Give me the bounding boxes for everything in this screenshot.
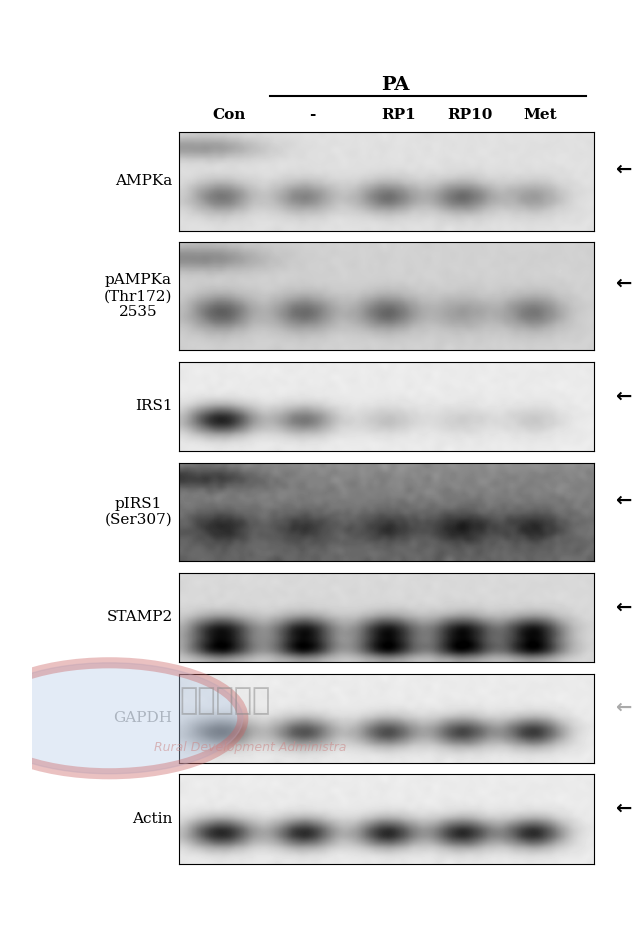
Text: IRS1: IRS1: [135, 399, 173, 414]
Text: ←: ←: [615, 799, 631, 818]
Text: ←: ←: [615, 386, 631, 405]
Text: ←: ←: [615, 491, 631, 510]
Text: 농촌진흥청: 농촌진흥청: [180, 687, 271, 715]
Text: ←: ←: [615, 160, 631, 179]
Text: STAMP2: STAMP2: [106, 610, 173, 625]
Text: AMPKa: AMPKa: [115, 174, 173, 188]
Text: GAPDH: GAPDH: [114, 711, 173, 725]
Text: Con: Con: [212, 108, 245, 122]
Text: pAMPKa
(Thr172)
2535: pAMPKa (Thr172) 2535: [104, 273, 173, 319]
Text: RP1: RP1: [381, 108, 417, 122]
Text: ←: ←: [615, 698, 631, 717]
Text: -: -: [309, 108, 315, 122]
Text: ←: ←: [615, 274, 631, 293]
Text: pIRS1
(Ser307): pIRS1 (Ser307): [105, 496, 173, 528]
Text: Met: Met: [523, 108, 557, 122]
Text: RP10: RP10: [447, 108, 493, 122]
Text: Actin: Actin: [132, 812, 173, 826]
Text: PA: PA: [381, 75, 409, 94]
Circle shape: [0, 663, 243, 773]
Text: ←: ←: [615, 597, 631, 616]
Text: Rural Development Administra: Rural Development Administra: [153, 741, 346, 754]
